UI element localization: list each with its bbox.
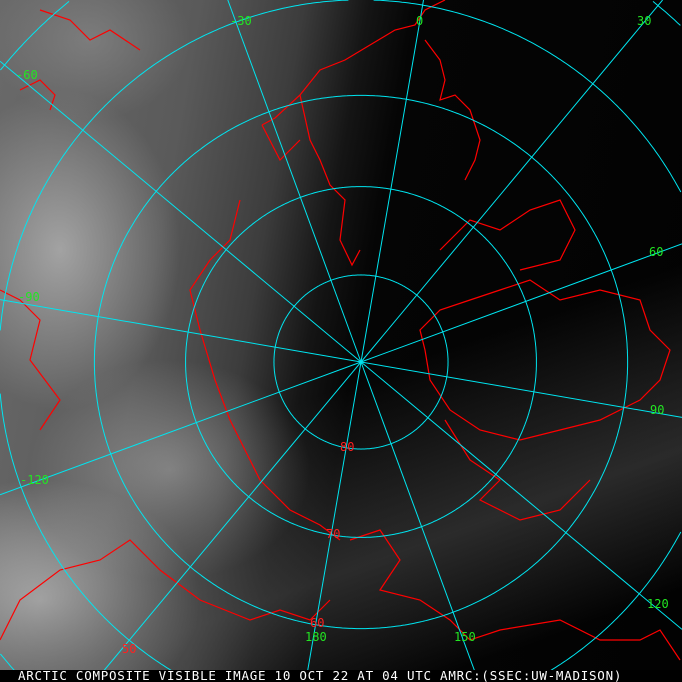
coastline-scandinavia — [19, 9, 141, 111]
longitude-label: 120 — [647, 597, 669, 611]
latitude-label: 70 — [326, 527, 340, 541]
meridian-60 — [360, 243, 682, 363]
meridian-0 — [360, 0, 424, 363]
image-caption: ARCTIC COMPOSITE VISIBLE IMAGE 10 OCT 22… — [0, 670, 682, 682]
longitude-label: -30 — [230, 14, 252, 28]
latitude-circle-80 — [273, 274, 449, 450]
latitude-circle-70 — [185, 186, 537, 538]
latitude-circle-60 — [93, 94, 629, 630]
meridian-30 — [360, 0, 663, 363]
coastline-alaska — [0, 529, 681, 661]
meridian--30 — [227, 0, 362, 363]
longitude-label: 60 — [649, 245, 663, 259]
latitude-label: 50 — [122, 642, 136, 656]
meridian-120 — [360, 361, 682, 630]
longitude-label: 0 — [416, 14, 423, 28]
longitude-label: -120 — [20, 473, 49, 487]
meridian-150 — [360, 361, 480, 682]
meridian--120 — [0, 361, 362, 496]
meridian--150 — [94, 361, 362, 682]
longitude-label: -60 — [16, 68, 38, 82]
latitude-label: 80 — [340, 440, 354, 454]
longitude-label: 150 — [454, 630, 476, 644]
meridian-90 — [360, 361, 682, 418]
coastline-canada-islands — [419, 199, 671, 521]
coastline-siberia-europe — [0, 199, 341, 541]
meridian--90 — [0, 299, 362, 363]
meridian--180 — [305, 361, 362, 682]
longitude-label: -90 — [18, 290, 40, 304]
meridian--60 — [0, 60, 362, 363]
latitude-label: 60 — [310, 616, 324, 630]
longitude-label: 30 — [637, 14, 651, 28]
longitude-label: 180 — [305, 630, 327, 644]
coastline-greenland — [261, 0, 481, 267]
longitude-label: 90 — [650, 403, 664, 417]
